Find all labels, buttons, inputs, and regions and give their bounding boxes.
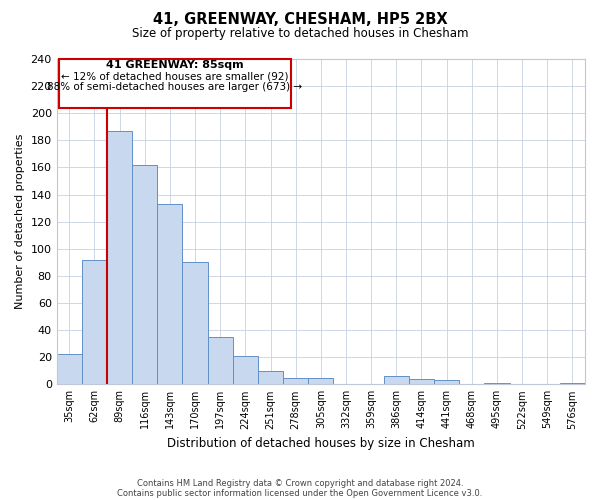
Bar [258, 371, 283, 384]
Y-axis label: Number of detached properties: Number of detached properties [15, 134, 25, 310]
Text: ← 12% of detached houses are smaller (92): ← 12% of detached houses are smaller (92… [61, 71, 289, 81]
Bar [283, 378, 308, 384]
Text: Contains HM Land Registry data © Crown copyright and database right 2024.: Contains HM Land Registry data © Crown c… [137, 478, 463, 488]
X-axis label: Distribution of detached houses by size in Chesham: Distribution of detached houses by size … [167, 437, 475, 450]
Text: Size of property relative to detached houses in Chesham: Size of property relative to detached ho… [132, 28, 468, 40]
Bar [157, 204, 182, 384]
Bar [182, 262, 208, 384]
Bar [56, 354, 82, 384]
Text: 41 GREENWAY: 85sqm: 41 GREENWAY: 85sqm [106, 60, 244, 70]
Bar [434, 380, 459, 384]
Bar [384, 376, 409, 384]
FancyBboxPatch shape [59, 59, 290, 108]
Bar [233, 356, 258, 384]
Bar [208, 337, 233, 384]
Bar [484, 383, 509, 384]
Bar [308, 378, 334, 384]
Bar [409, 379, 434, 384]
Text: Contains public sector information licensed under the Open Government Licence v3: Contains public sector information licen… [118, 488, 482, 498]
Bar [82, 260, 107, 384]
Bar [560, 383, 585, 384]
Text: 88% of semi-detached houses are larger (673) →: 88% of semi-detached houses are larger (… [47, 82, 302, 92]
Text: 41, GREENWAY, CHESHAM, HP5 2BX: 41, GREENWAY, CHESHAM, HP5 2BX [152, 12, 448, 28]
Bar [107, 131, 132, 384]
Bar [132, 164, 157, 384]
